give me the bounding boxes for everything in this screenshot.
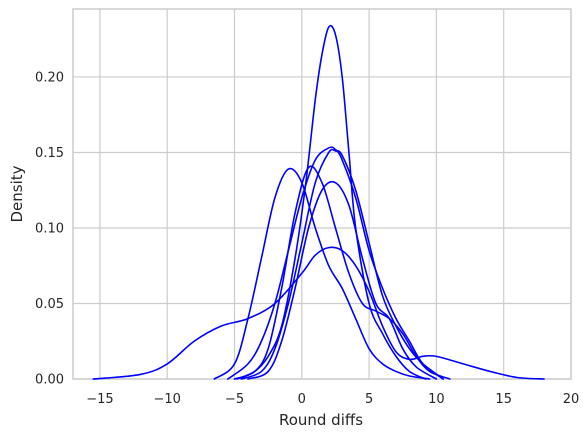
x-tick-label: −10 [153, 392, 180, 407]
x-tick-label: 15 [495, 392, 512, 407]
y-tick-label: 0.20 [35, 70, 64, 85]
x-tick-label: 20 [563, 392, 580, 407]
x-tick-label: 10 [428, 392, 445, 407]
x-tick-label: −15 [86, 392, 113, 407]
density-curve [240, 148, 444, 380]
x-axis-label: Round diffs [279, 411, 363, 429]
density-curve [92, 246, 545, 380]
grid [73, 9, 572, 380]
density-curve [247, 180, 438, 380]
series-layer [92, 24, 545, 380]
density-curve [226, 146, 444, 380]
density-curve [213, 167, 431, 380]
x-tick-label: 5 [365, 392, 373, 407]
y-tick-label: 0.00 [35, 373, 64, 388]
plot-border [72, 8, 572, 380]
plot-frame [72, 8, 572, 380]
x-tick-label: −5 [225, 392, 244, 407]
y-tick-label: 0.15 [35, 146, 64, 161]
y-tick-label: 0.05 [35, 297, 64, 312]
y-axis-label: Density [8, 165, 26, 222]
x-tick-label: 0 [298, 392, 306, 407]
y-tick-label: 0.10 [35, 221, 64, 236]
x-tick-labels: −15 −10 −5 0 5 10 15 20 [86, 392, 579, 407]
y-tick-labels: 0.00 0.05 0.10 0.15 0.20 [35, 70, 64, 387]
density-curve [233, 165, 451, 380]
